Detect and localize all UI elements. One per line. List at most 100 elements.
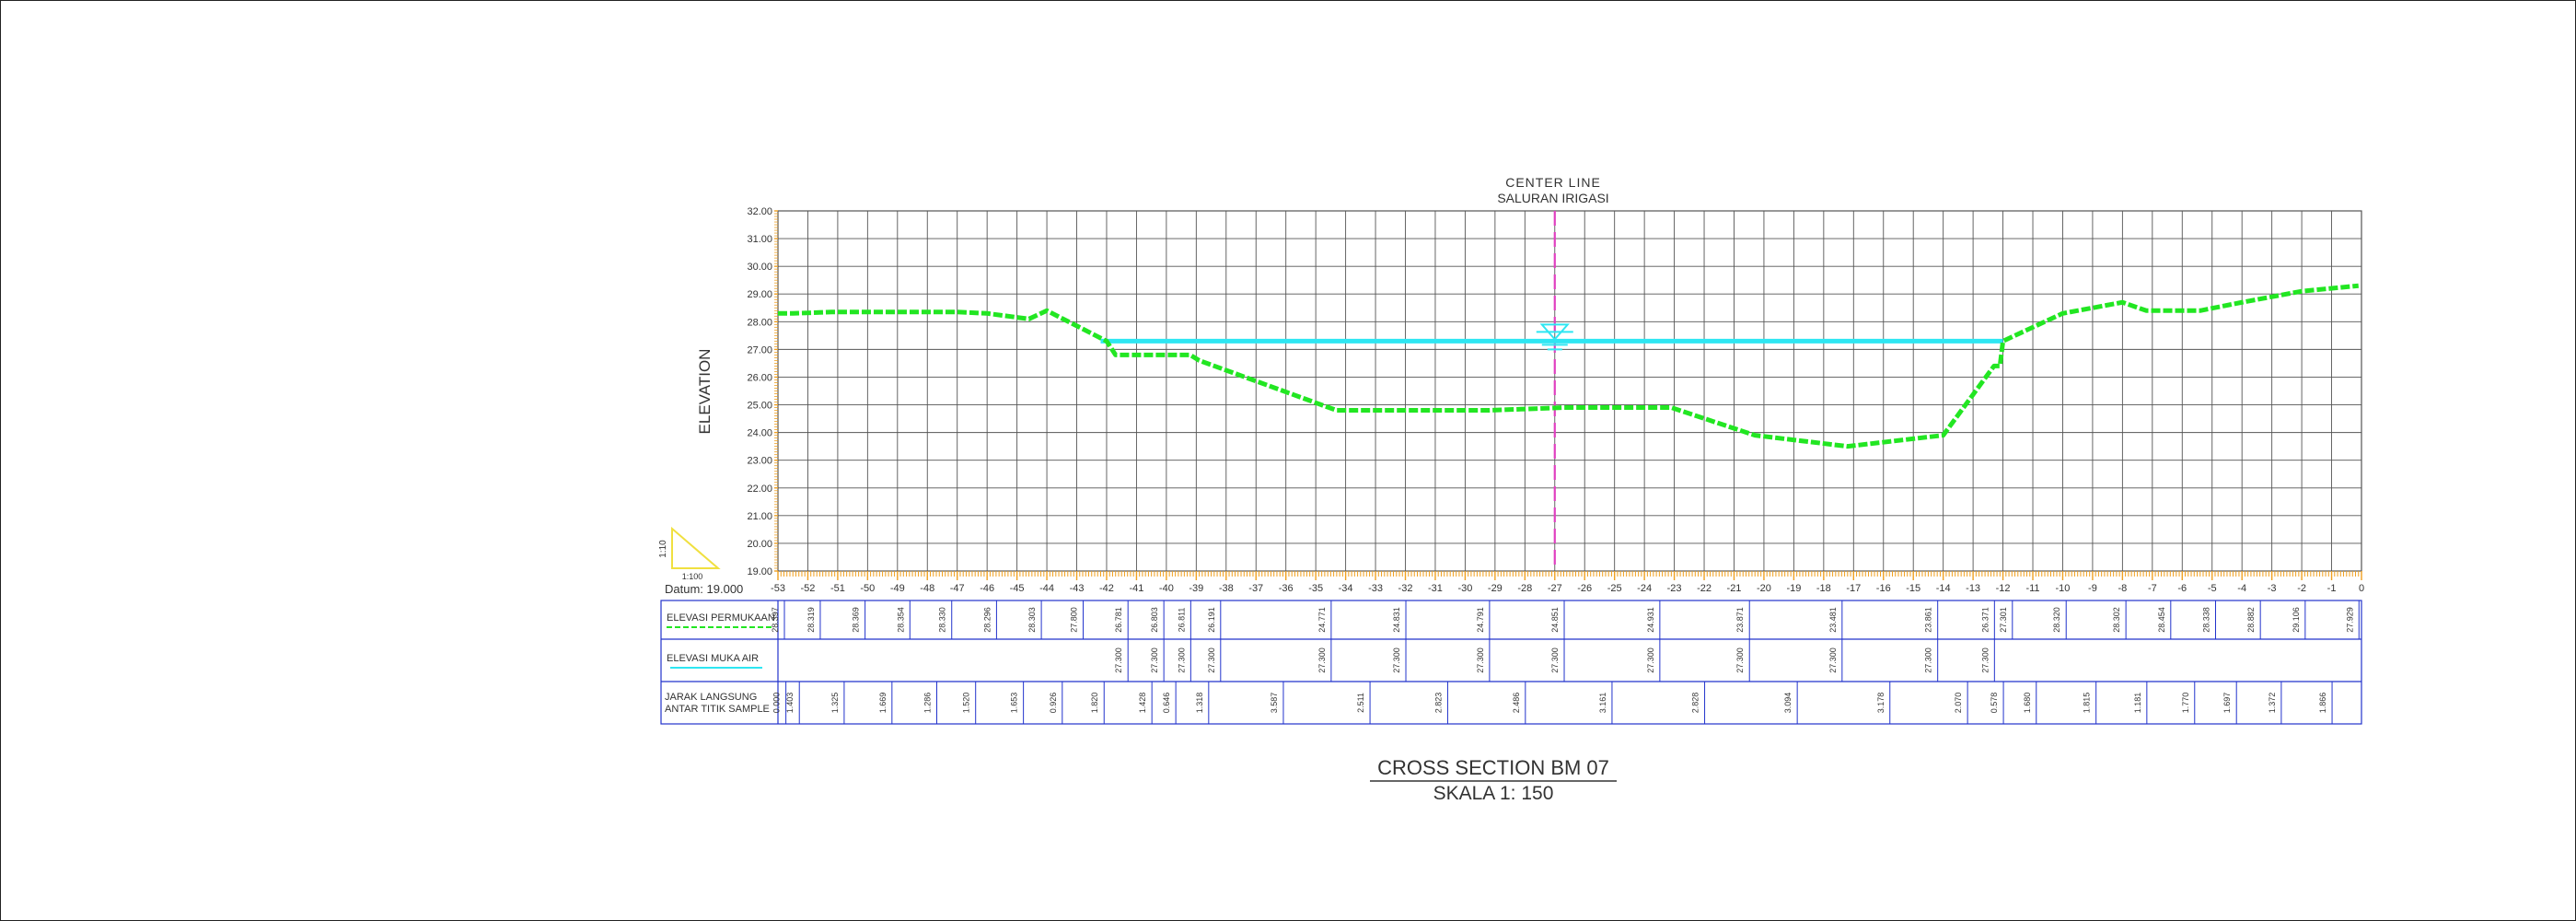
x-tick-label: -12: [1996, 583, 2011, 594]
x-tick-label: -15: [1906, 583, 1920, 594]
jarak-value: 2.486: [1512, 693, 1521, 714]
x-tick-label: -27: [1548, 583, 1562, 594]
table-row-label: ELEVASI PERMUKAAN: [667, 612, 775, 624]
elevasi-permukaan-value: 27.800: [1070, 607, 1079, 633]
y-axis-label: ELEVATION: [696, 349, 714, 435]
elevasi-permukaan-value: 28.338: [2201, 607, 2210, 633]
x-tick-label: -37: [1248, 583, 1263, 594]
x-tick-label: -10: [2056, 583, 2071, 594]
jarak-value: 1.653: [1010, 693, 1019, 714]
jarak-value: 0.926: [1049, 693, 1058, 714]
jarak-value: 1.403: [785, 693, 795, 714]
jarak-value: 2.828: [1691, 693, 1700, 714]
elevasi-muka-air-value: 27.300: [1735, 647, 1745, 673]
elevasi-permukaan-value: 27.929: [2345, 607, 2354, 633]
elevasi-permukaan-value: 27.301: [1999, 607, 2008, 633]
drawing-subtitle: SKALA 1: 150: [1433, 783, 1554, 804]
jarak-value: 1.318: [1195, 693, 1204, 714]
elevasi-permukaan-value: 24.791: [1476, 607, 1485, 633]
jarak-value: 1.866: [2318, 693, 2327, 714]
jarak-value: 3.178: [1876, 693, 1886, 714]
x-tick-label: -17: [1846, 583, 1861, 594]
jarak-value: 2.070: [1954, 693, 1963, 714]
x-tick-label: -51: [830, 583, 845, 594]
elevasi-muka-air-value: 27.300: [1177, 647, 1186, 673]
elevasi-muka-air-value: 27.300: [1828, 647, 1838, 673]
x-tick-label: -30: [1457, 583, 1472, 594]
x-tick-label: -23: [1667, 583, 1682, 594]
x-tick-label: -19: [1786, 583, 1801, 594]
drawing-title: CROSS SECTION BM 07: [1377, 756, 1609, 779]
elevasi-permukaan-value: 28.882: [2246, 607, 2256, 633]
ground-surface-line: [778, 283, 2359, 449]
y-tick-label: 20.00: [747, 539, 772, 550]
x-tick-label: -33: [1368, 583, 1383, 594]
x-tick-label: -26: [1577, 583, 1592, 594]
jarak-value: 3.094: [1783, 693, 1793, 714]
y-tick-label: 31.00: [747, 234, 772, 245]
scale-triangle-marker: 1:10 1:100: [658, 526, 721, 581]
elevasi-permukaan-value: 26.803: [1150, 607, 1159, 633]
elevasi-permukaan-value: 28.302: [2112, 607, 2121, 633]
x-tick-label: -14: [1936, 583, 1951, 594]
jarak-value: 2.823: [1433, 693, 1443, 714]
x-tick-label: -45: [1010, 583, 1025, 594]
jarak-value: 1.697: [2222, 693, 2232, 714]
elevasi-permukaan-value: 24.831: [1392, 607, 1401, 633]
x-tick-label: -8: [2118, 583, 2127, 594]
scale-marker-left: 1:10: [658, 540, 668, 558]
y-tick-label: 29.00: [747, 289, 772, 300]
jarak-value: 1.680: [2023, 693, 2032, 714]
jarak-value: 1.815: [2083, 693, 2092, 714]
y-tick-label: 23.00: [747, 456, 772, 467]
centerline-label-1: CENTER LINE: [1505, 175, 1601, 190]
datum-label: Datum: 19.000: [665, 582, 743, 596]
elevasi-muka-air-value: 27.300: [1114, 647, 1123, 673]
x-tick-label: -9: [2088, 583, 2097, 594]
y-tick-label: 27.00: [747, 344, 772, 356]
elevasi-permukaan-value: 26.811: [1177, 608, 1186, 633]
x-tick-label: -42: [1099, 583, 1114, 594]
x-tick-label: -41: [1129, 583, 1143, 594]
table-row-label: JARAK LANGSUNG: [665, 692, 757, 703]
x-tick-label: -4: [2237, 583, 2246, 594]
x-tick-label: -5: [2208, 583, 2217, 594]
jarak-value: 0.578: [1990, 693, 1999, 714]
y-tick-label: 19.00: [747, 566, 772, 577]
jarak-value: 2.511: [1356, 693, 1365, 713]
x-tick-label: -20: [1757, 583, 1771, 594]
elevasi-muka-air-value: 27.300: [1317, 647, 1327, 673]
x-tick-label: -2: [2297, 583, 2306, 594]
axis-ticks: -53 -52 -51 -50 -49 -48 -47 -46 -45 -44 -43 -42 -41-…: [747, 206, 2364, 594]
x-tick-label: -6: [2177, 583, 2187, 594]
elevasi-permukaan-value: 26.191: [1207, 607, 1216, 633]
elevasi-muka-air-value: 27.300: [1476, 647, 1485, 673]
x-tick-label: -48: [920, 583, 934, 594]
x-tick-label: -44: [1039, 583, 1054, 594]
water-level-marker: [1536, 323, 1573, 351]
jarak-value: 1.181: [2133, 693, 2142, 714]
jarak-value: 3.587: [1270, 693, 1279, 714]
x-tick-label: -36: [1279, 583, 1294, 594]
jarak-value: 1.428: [1138, 693, 1147, 714]
elevasi-permukaan-value: 23.481: [1828, 607, 1838, 633]
elevasi-permukaan-value: 28.354: [896, 607, 905, 633]
x-tick-label: -32: [1398, 583, 1413, 594]
jarak-value: 1.520: [962, 693, 971, 714]
table-row-label: ANTAR TITIK SAMPLE: [665, 704, 770, 715]
y-tick-label: 25.00: [747, 401, 772, 412]
elevasi-permukaan-value: 26.781: [1114, 607, 1123, 633]
x-tick-label: -29: [1488, 583, 1503, 594]
elevasi-muka-air-value: 27.300: [1150, 647, 1159, 673]
y-tick-label: 26.00: [747, 372, 772, 383]
x-tick-label: 0: [2359, 583, 2364, 594]
elevasi-permukaan-value: 29.106: [2292, 607, 2301, 633]
x-tick-label: -47: [950, 583, 965, 594]
elevasi-permukaan-value: 28.397: [771, 607, 780, 633]
elevasi-permukaan-value: 24.931: [1646, 607, 1655, 633]
series: [778, 211, 2359, 571]
x-tick-label: -43: [1070, 583, 1085, 594]
elevasi-permukaan-value: 23.861: [1924, 607, 1933, 633]
elevasi-muka-air-value: 27.300: [1980, 647, 1990, 673]
